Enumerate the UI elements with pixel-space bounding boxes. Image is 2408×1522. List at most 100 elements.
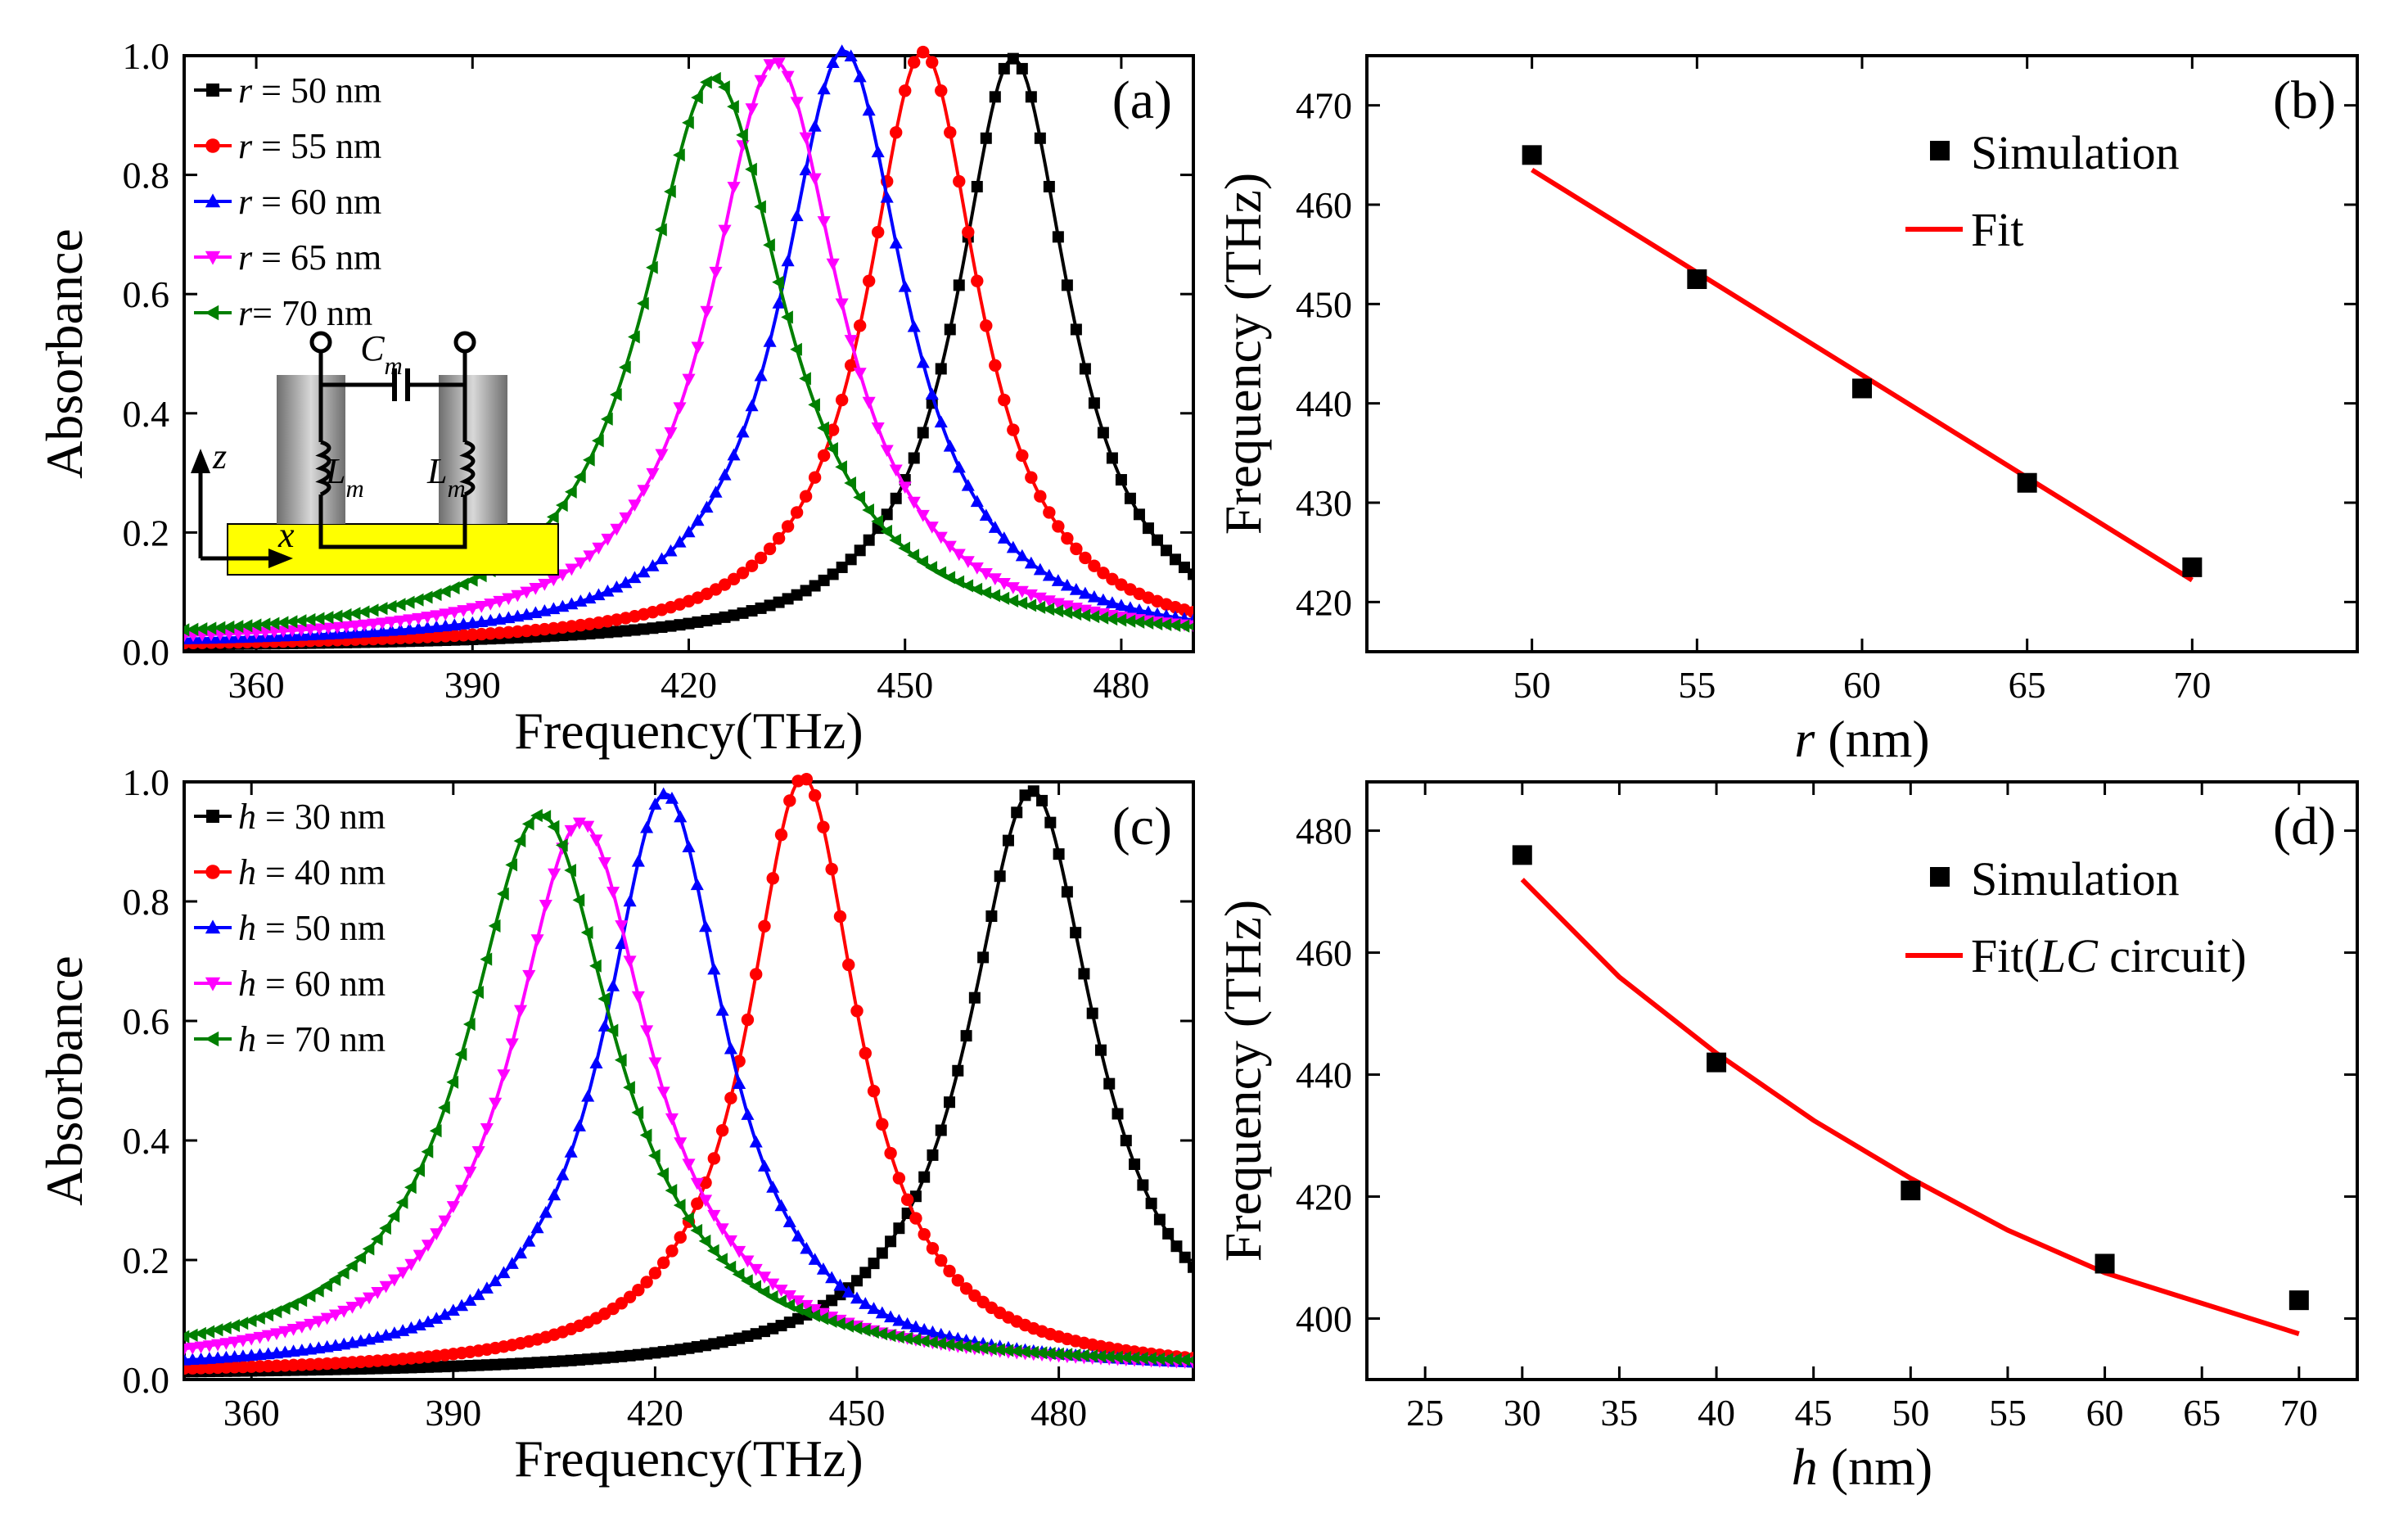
legend-label: Simulation <box>1971 852 2180 906</box>
data-point <box>597 991 611 1006</box>
legend-swatch-marker <box>205 251 221 265</box>
data-point <box>522 1234 536 1247</box>
legend-item: h = 70 nm <box>194 1019 386 1059</box>
data-point <box>889 533 902 547</box>
data-point <box>715 1253 728 1267</box>
legend-item: h = 40 nm <box>194 852 386 892</box>
data-point <box>448 607 462 620</box>
data-point <box>907 319 921 332</box>
data-point <box>699 919 713 933</box>
data-point <box>1070 542 1083 556</box>
data-point <box>1186 622 1193 631</box>
data-point <box>818 574 830 586</box>
data-point <box>421 621 435 634</box>
data-point <box>430 1312 444 1324</box>
data-point <box>962 225 975 239</box>
data-point <box>718 80 730 94</box>
data-point <box>1170 1353 1182 1366</box>
data-point <box>988 589 1001 603</box>
data-point <box>286 1324 300 1336</box>
data-point <box>1144 1352 1157 1366</box>
data-point <box>1052 231 1064 243</box>
data-point <box>925 387 939 400</box>
data-point <box>1026 1345 1039 1359</box>
data-point <box>462 1017 476 1032</box>
data-point <box>628 330 640 344</box>
data-point <box>375 602 388 616</box>
data-point <box>944 126 957 139</box>
data-point <box>892 1172 906 1185</box>
z-axis-label: z <box>212 436 227 476</box>
data-point <box>1009 1344 1022 1358</box>
data-point <box>497 1266 511 1279</box>
data-point <box>746 605 758 617</box>
data-point <box>833 1278 847 1291</box>
legend-label: r = 50 nm <box>238 70 381 111</box>
data-point <box>842 958 855 972</box>
data-point <box>446 1303 460 1317</box>
x-tick-label: 65 <box>2009 664 2046 706</box>
data-point <box>926 56 939 69</box>
data-point <box>1096 611 1109 625</box>
data-point <box>484 627 498 640</box>
data-point <box>862 396 876 409</box>
data-point <box>850 1291 864 1304</box>
data-point <box>1115 474 1127 486</box>
x-tick-label: 45 <box>1795 1392 1833 1434</box>
data-point <box>808 173 822 186</box>
data-point <box>228 1336 241 1349</box>
data-point <box>1178 1353 1191 1366</box>
data-point <box>1086 1007 1098 1019</box>
data-point <box>387 1209 400 1223</box>
data-point <box>592 434 604 448</box>
data-point <box>970 562 984 575</box>
data-point <box>1087 610 1100 624</box>
data-point <box>295 1294 308 1307</box>
data-point <box>245 1333 259 1346</box>
data-point <box>623 955 637 969</box>
data-point <box>646 260 658 274</box>
data-point <box>749 1135 763 1148</box>
legend-label: h = 60 nm <box>238 964 386 1004</box>
data-point <box>970 495 984 508</box>
data-point <box>674 619 686 631</box>
data-point <box>935 84 948 97</box>
data-point <box>825 862 838 876</box>
data-point <box>446 1201 460 1213</box>
data-point <box>961 478 975 491</box>
data-point <box>648 1057 662 1070</box>
data-point <box>772 275 784 289</box>
data-point <box>1043 506 1056 519</box>
data-point <box>917 45 930 59</box>
series-2 <box>184 44 1193 645</box>
data-point <box>1097 567 1110 580</box>
data-point <box>632 1283 645 1297</box>
data-point <box>1085 1349 1098 1363</box>
data-point <box>267 616 280 630</box>
data-point <box>1053 848 1065 860</box>
data-point <box>521 817 534 831</box>
y-tick-label: 0.0 <box>123 1359 170 1401</box>
x-tick-label: 55 <box>1989 1392 2027 1434</box>
data-point <box>322 622 336 635</box>
data-point <box>455 1298 469 1312</box>
y-tick-label: 420 <box>1296 581 1352 623</box>
x-tick-label: 40 <box>1698 1392 1735 1434</box>
data-point <box>337 1305 351 1318</box>
data-point <box>1124 492 1136 504</box>
data-point <box>184 1330 190 1344</box>
data-point <box>749 1263 763 1276</box>
data-point <box>379 1280 393 1294</box>
data-point <box>926 1335 938 1349</box>
series-0 <box>184 785 1193 1378</box>
data-point <box>1077 1348 1089 1362</box>
data-point <box>1151 534 1163 546</box>
data-point <box>628 499 642 512</box>
data-point <box>880 445 894 458</box>
legend-swatch-marker <box>205 977 221 991</box>
data-point <box>674 1231 687 1244</box>
data-point <box>968 991 981 1004</box>
legend-label: r = 55 nm <box>238 126 381 166</box>
data-point <box>505 858 518 872</box>
data-point <box>231 620 244 634</box>
